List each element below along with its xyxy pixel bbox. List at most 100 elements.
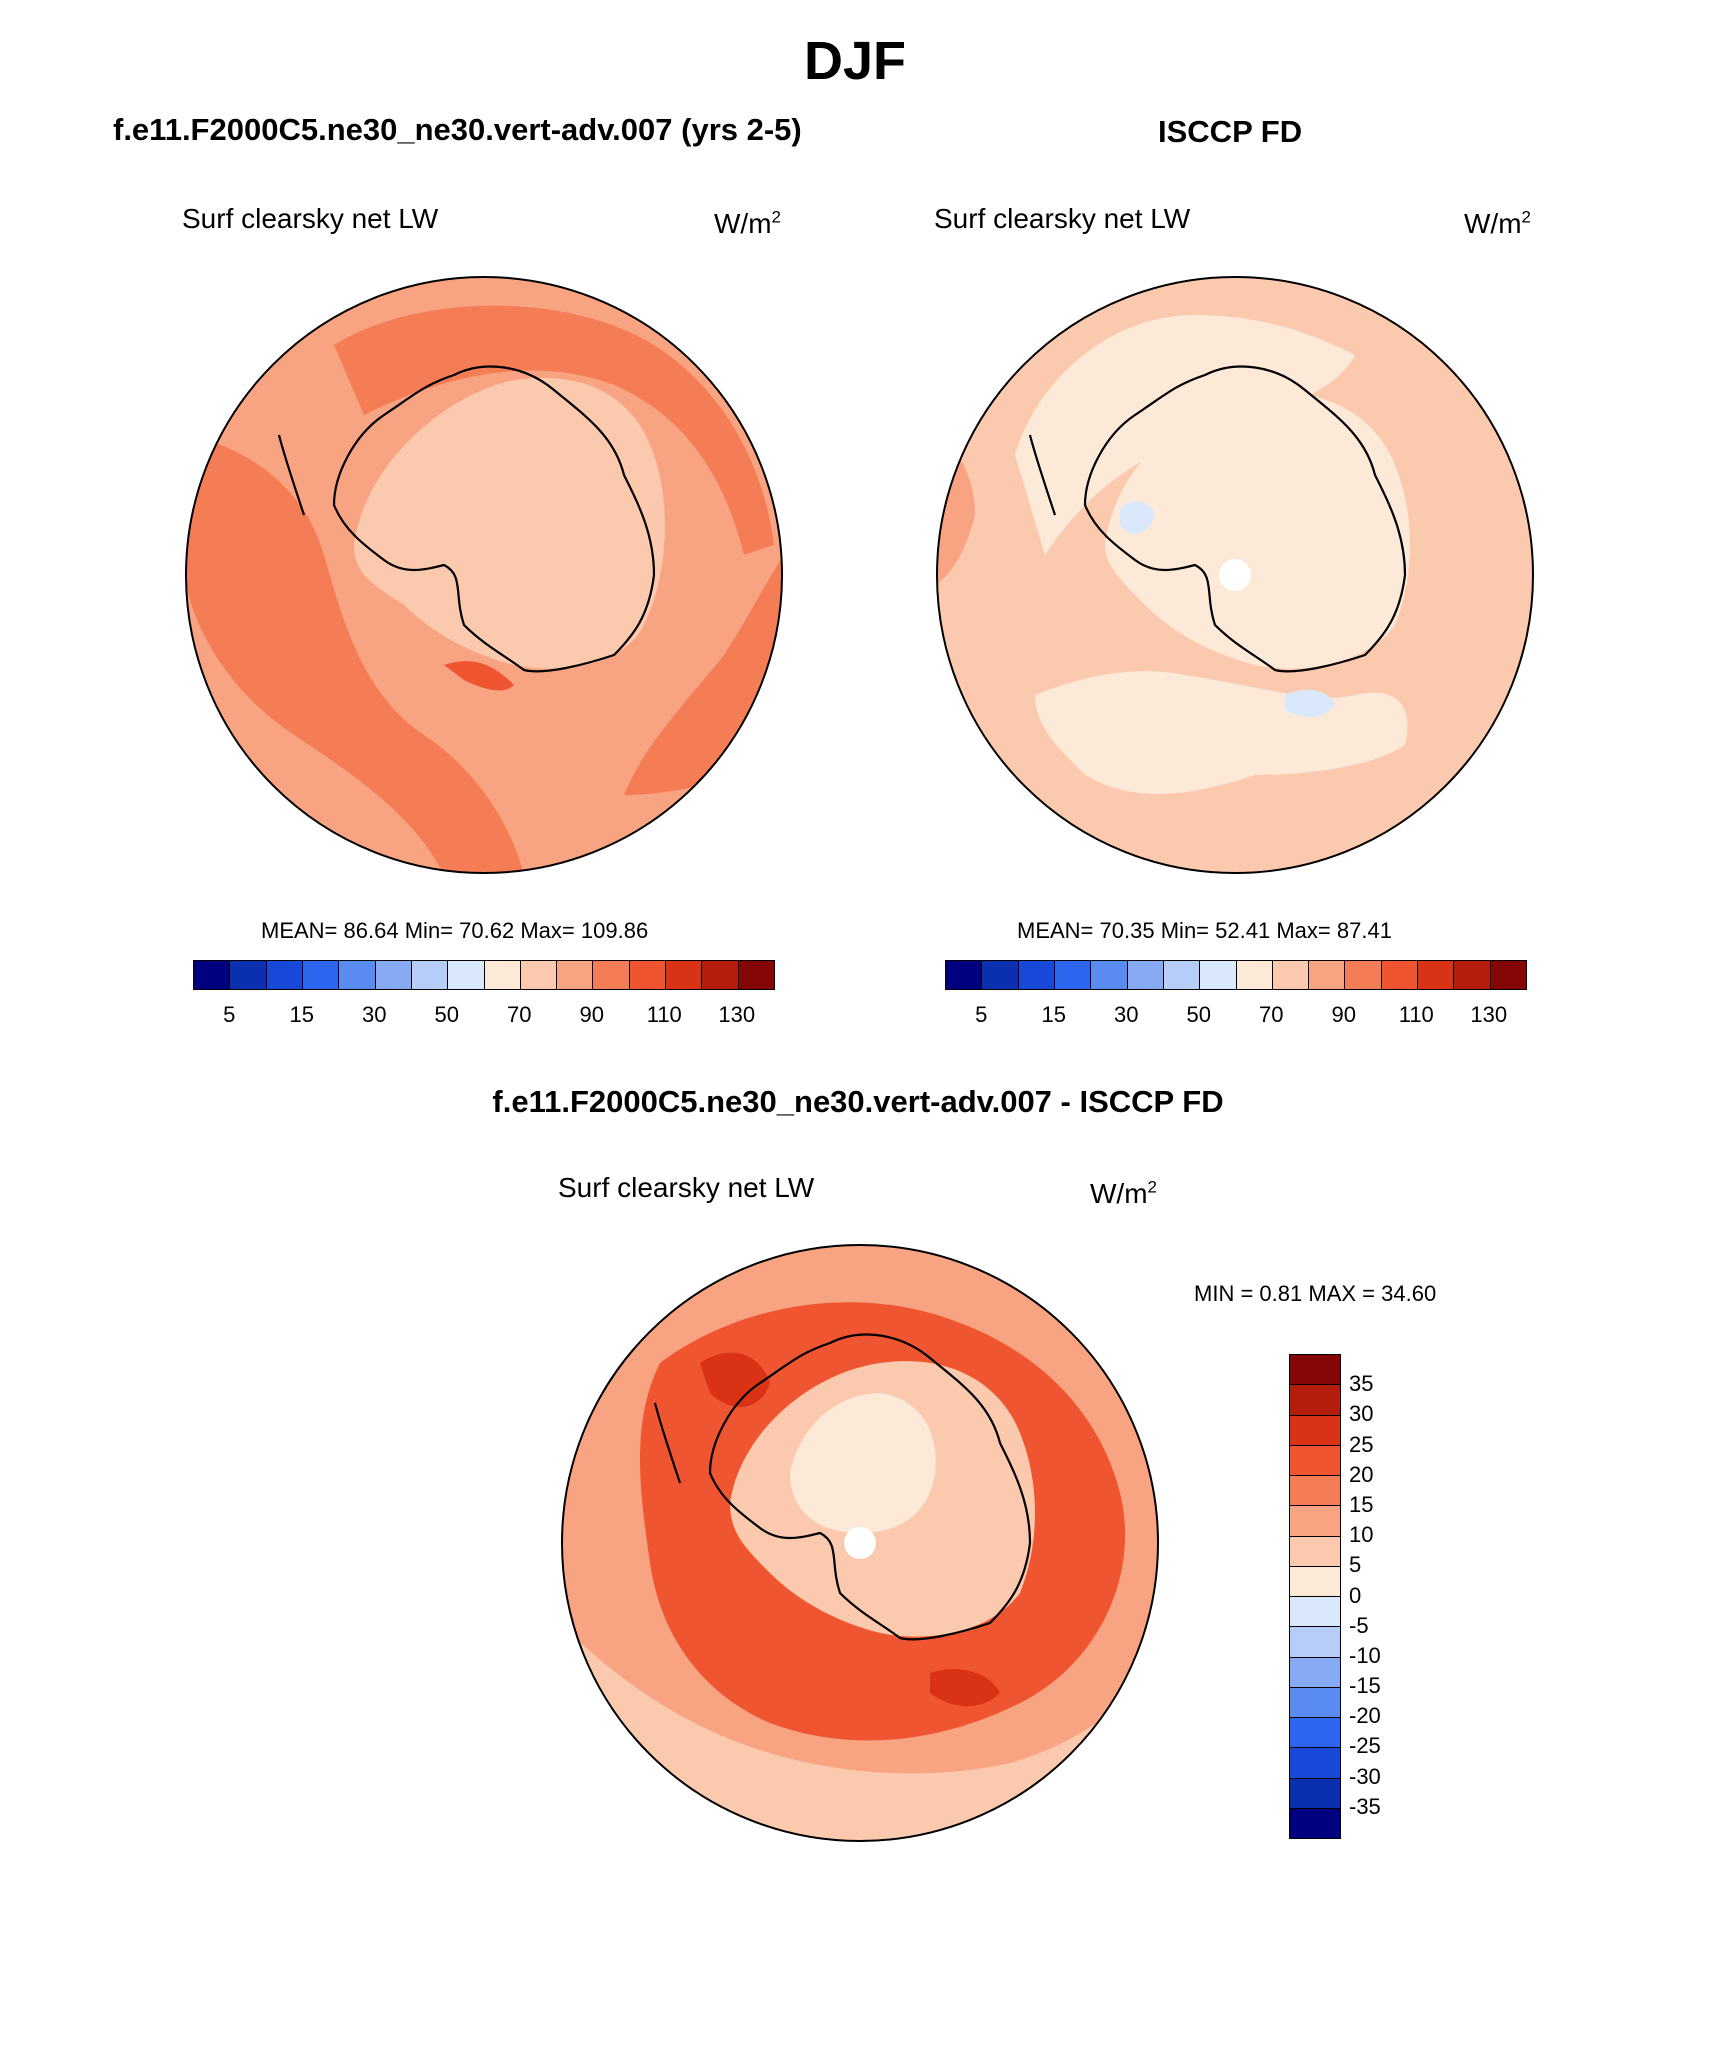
colorbar-swatch <box>1309 961 1346 989</box>
colorbar-tick-label: 25 <box>1349 1431 1374 1457</box>
colorbar-tick-label: 50 <box>1186 1002 1211 1027</box>
colorbar-swatch <box>1054 961 1092 989</box>
panel-2-min-label: Min= <box>1160 918 1210 943</box>
colorbar-swatch <box>375 961 412 989</box>
colorbar-tick-label: -15 <box>1349 1673 1381 1699</box>
panel-1-mean-label: MEAN= <box>261 918 338 943</box>
colorbar-swatch <box>1290 1506 1340 1537</box>
colorbar-tick-label: 0 <box>1349 1582 1362 1608</box>
colorbar-swatch <box>557 961 594 989</box>
colorbar-swatch <box>1290 1687 1340 1718</box>
colorbar-swatch <box>1236 961 1273 989</box>
panel-3-map-pole-hole <box>844 1527 876 1559</box>
colorbar-swatch <box>1127 961 1164 989</box>
colorbar-swatch <box>1290 1597 1340 1628</box>
panel-2-units-base: W/m <box>1464 208 1522 239</box>
colorbar-tick-label: -25 <box>1349 1733 1381 1759</box>
panel-2-map <box>936 276 1534 874</box>
colorbar-swatch <box>1200 961 1237 989</box>
colorbar-tick-label: 110 <box>1398 1002 1434 1027</box>
colorbar-tick-label: 50 <box>434 1002 459 1027</box>
colorbar-tick-label: 30 <box>1114 1002 1139 1027</box>
panel-1-units-exp: 2 <box>771 207 781 227</box>
panel-3-max-label: MAX = <box>1308 1281 1376 1306</box>
panel-3-map-coast <box>653 1333 1032 1641</box>
panel-1-map-ring-left <box>186 435 524 873</box>
panel-1-colorbar <box>193 960 775 990</box>
colorbar-tick-label: 15 <box>1041 1002 1066 1027</box>
panel-3-map-outer-light <box>562 1623 1158 1841</box>
colorbar-swatch <box>1454 961 1491 989</box>
panel-1-stats: MEAN= 86.64 Min= 70.62 Max= 109.86 <box>261 918 648 944</box>
colorbar-swatch <box>1290 1536 1340 1567</box>
colorbar-tick-label: 15 <box>1349 1491 1374 1517</box>
panel-2-map-low-1 <box>1120 500 1155 534</box>
panel-1-min-value: 70.62 <box>459 918 515 943</box>
colorbar-swatch <box>1163 961 1201 989</box>
colorbar-swatch <box>1018 961 1055 989</box>
colorbar-swatch <box>1091 961 1128 989</box>
panel-3-min-value: 0.81 <box>1259 1281 1303 1306</box>
colorbar-swatch <box>266 961 303 989</box>
panel-1-variable-label: Surf clearsky net LW <box>182 203 439 234</box>
colorbar-swatch <box>1290 1657 1340 1688</box>
panel-1-units: W/m2 <box>714 208 781 240</box>
colorbar-swatch <box>1290 1415 1340 1446</box>
colorbar-tick-label: 90 <box>579 1002 604 1027</box>
panel-3-colorbar <box>1289 1354 1341 1839</box>
colorbar-tick-label: -5 <box>1349 1612 1369 1638</box>
panel-1-max-value: 109.86 <box>580 918 649 943</box>
panel-1-map-high <box>444 661 514 691</box>
colorbar-swatch <box>1345 961 1382 989</box>
colorbar-swatch <box>1490 961 1526 989</box>
colorbar-tick-label: -35 <box>1349 1793 1381 1819</box>
panel-2-min-value: 52.41 <box>1215 918 1271 943</box>
colorbar-tick-label: -10 <box>1349 1642 1381 1668</box>
colorbar-swatch <box>1290 1748 1340 1779</box>
panel-3-max-value: 34.60 <box>1381 1281 1437 1306</box>
colorbar-swatch <box>411 961 449 989</box>
colorbar-swatch <box>738 961 774 989</box>
panel-2-variable-label: Surf clearsky net LW <box>934 203 1191 234</box>
colorbar-swatch <box>702 961 739 989</box>
colorbar-swatch <box>1290 1627 1340 1658</box>
page-title: DJF <box>803 31 907 91</box>
colorbar-swatch <box>1290 1778 1340 1809</box>
colorbar-swatch <box>1290 1355 1340 1386</box>
colorbar-swatch <box>1418 961 1455 989</box>
colorbar-swatch <box>484 961 521 989</box>
panel-3-stats: MIN = 0.81 MAX = 34.60 <box>1194 1281 1436 1307</box>
panel-2-mean-value: 70.35 <box>1099 918 1155 943</box>
panel-1-map <box>185 276 783 874</box>
colorbar-tick-label: 10 <box>1349 1522 1374 1548</box>
colorbar-tick-label: 70 <box>1259 1002 1284 1027</box>
colorbar-tick-label: -30 <box>1349 1763 1381 1789</box>
panel-2-map-pole-hole <box>1219 559 1251 591</box>
colorbar-tick-label: 130 <box>1470 1002 1508 1027</box>
panel-2-stats: MEAN= 70.35 Min= 52.41 Max= 87.41 <box>1017 918 1392 944</box>
colorbar-swatch <box>666 961 703 989</box>
colorbar-swatch <box>1290 1385 1340 1416</box>
colorbar-tick-label: 5 <box>223 1002 236 1027</box>
colorbar-tick-label: 70 <box>507 1002 532 1027</box>
colorbar-swatch <box>230 961 267 989</box>
colorbar-tick-label: -20 <box>1349 1703 1381 1729</box>
panel-1-mean-value: 86.64 <box>343 918 399 943</box>
panel-2-map-low-2 <box>1285 689 1335 717</box>
panel-3-units-base: W/m <box>1090 1178 1148 1209</box>
panel-1-max-label: Max= <box>520 918 575 943</box>
panel-2-max-value: 87.41 <box>1336 918 1392 943</box>
colorbar-tick-label: 110 <box>646 1002 682 1027</box>
panel-2-colorbar <box>945 960 1527 990</box>
panel-3-variable-label: Surf clearsky net LW <box>558 1172 815 1203</box>
colorbar-tick-label: 130 <box>718 1002 756 1027</box>
panel-2-units: W/m2 <box>1464 208 1531 240</box>
panel-1-map-coast <box>277 365 656 673</box>
panel-2-mean-label: MEAN= <box>1017 918 1094 943</box>
panel-2-units-exp: 2 <box>1521 207 1531 227</box>
colorbar-tick-label: 15 <box>289 1002 314 1027</box>
colorbar-swatch <box>339 961 376 989</box>
panel-1-title: f.e11.F2000C5.ne30_ne30.vert-adv.007 (yr… <box>113 112 802 147</box>
colorbar-tick-label: 30 <box>1349 1401 1374 1427</box>
colorbar-swatch <box>1290 1476 1340 1507</box>
